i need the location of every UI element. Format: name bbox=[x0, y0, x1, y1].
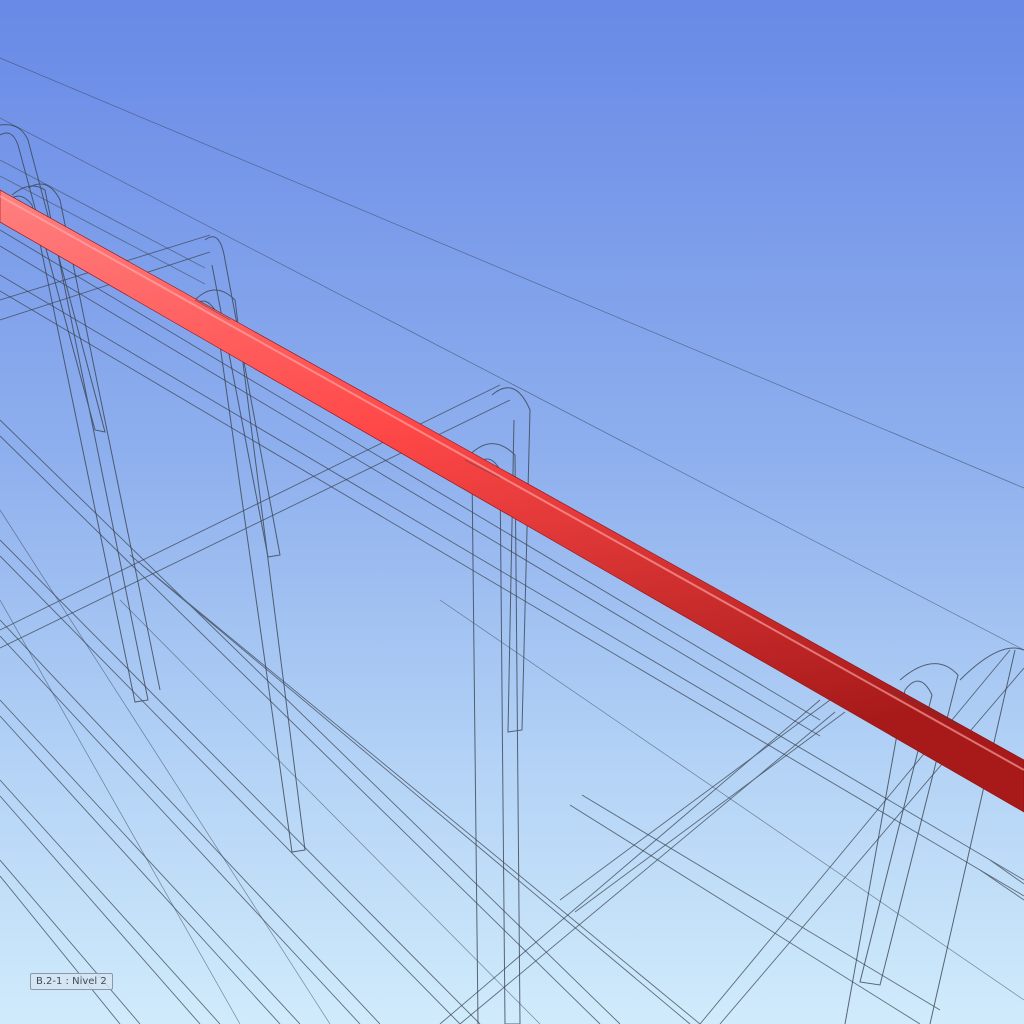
transverse-rebars bbox=[0, 234, 1024, 1024]
highlighted-rebar[interactable] bbox=[0, 189, 1024, 813]
level-label: B.2-1 : Nivel 2 bbox=[30, 973, 113, 990]
longitudinal-rebars bbox=[0, 229, 1024, 1024]
stirrup-overlay bbox=[0, 159, 961, 726]
stirrups bbox=[0, 124, 1024, 1024]
